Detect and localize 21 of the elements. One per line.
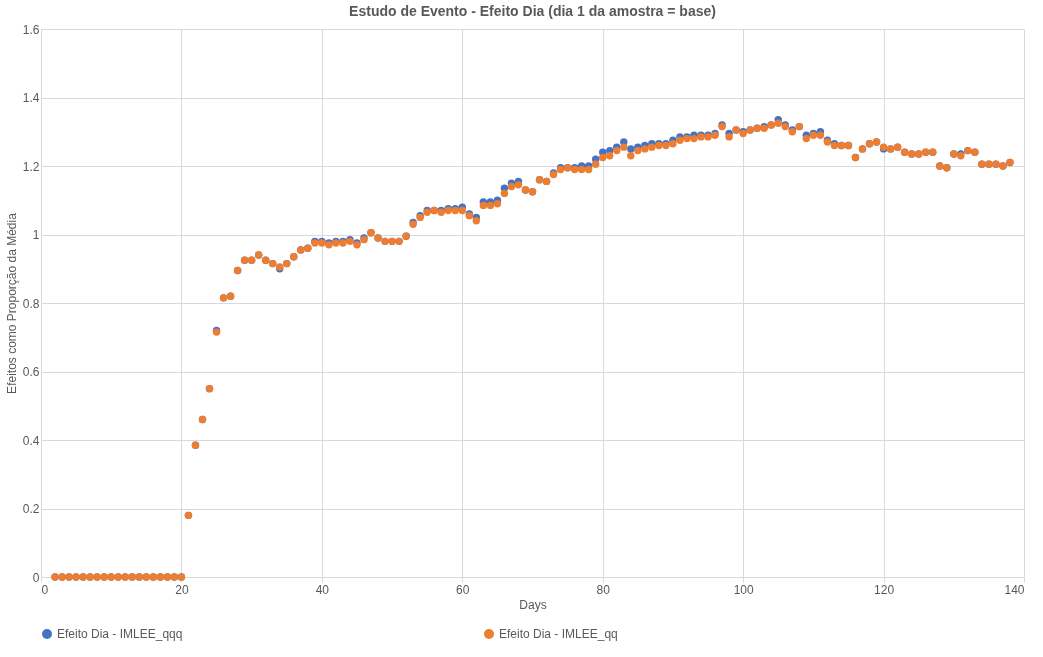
y-tick-label: 0.6 [22, 365, 40, 379]
x-tick-label: 100 [733, 582, 754, 597]
y-tick-label: 1.4 [22, 91, 40, 105]
y-axis-title: Efeitos como Proporção da Média [4, 212, 19, 394]
chart-title: Estudo de Evento - Efeito Dia (dia 1 da amostra = base) [349, 3, 716, 19]
x-tick-label: 60 [456, 582, 470, 597]
x-tick-label: 40 [315, 582, 330, 597]
x-tick-label: 20 [175, 582, 189, 597]
x-axis-title: Days [519, 597, 547, 612]
y-tick-label: 0.4 [22, 433, 40, 448]
y-tick-label: 0.8 [22, 296, 40, 311]
x-tick-label: 120 [874, 582, 895, 597]
y-tick-label: 1.6 [22, 22, 40, 37]
legend-label: Efeito Dia - IMLEE_qq [499, 627, 618, 641]
legend-label: Efeito Dia - IMLEE_qqq [57, 627, 183, 641]
x-tick-label: 140 [1004, 582, 1025, 597]
y-tick-label: 1.2 [22, 159, 40, 174]
x-tick-label: 80 [596, 582, 611, 597]
y-tick-label: 0 [32, 570, 40, 585]
y-tick-label: 1 [32, 228, 40, 242]
y-tick-label: 0.2 [22, 502, 40, 516]
